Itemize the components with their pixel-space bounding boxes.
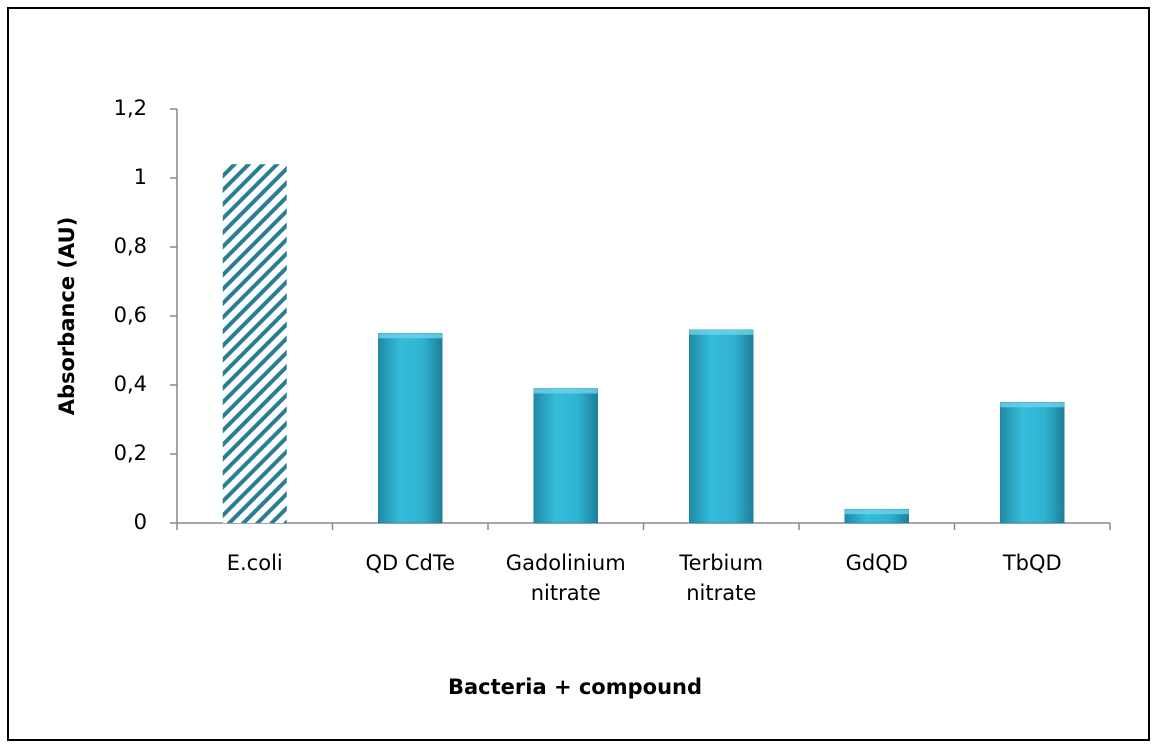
x-tick-label: Gadolinium nitrate <box>505 551 626 605</box>
x-tick-label: E.coli <box>226 551 283 575</box>
bar-top <box>378 333 443 339</box>
y-tick-label: 0,8 <box>114 234 147 258</box>
bar <box>222 164 287 523</box>
bar <box>378 333 443 524</box>
y-tick-label: 0,6 <box>114 303 147 327</box>
y-tick-label: 0,4 <box>114 372 147 396</box>
y-tick-label: 1 <box>134 165 147 189</box>
bar <box>689 329 754 524</box>
y-axis-title: Absorbance (AU) <box>55 217 79 416</box>
y-tick-label: 0,2 <box>114 441 147 465</box>
x-tick-label: TbQD <box>1002 551 1062 575</box>
bar-top <box>844 509 909 515</box>
bar-top <box>1000 402 1065 408</box>
x-tick-label: GdQD <box>845 551 908 575</box>
y-tick-label: 1,2 <box>114 96 147 120</box>
x-tick-label: QD CdTe <box>365 551 456 575</box>
x-tick-label: Terbium nitrate <box>679 551 764 605</box>
bar <box>533 388 598 524</box>
bar-top <box>689 329 754 335</box>
frame <box>7 7 1150 741</box>
x-axis-title: Bacteria + compound <box>448 675 702 699</box>
bar-top <box>533 388 598 394</box>
y-tick-label: 0 <box>134 510 147 534</box>
bar <box>1000 402 1065 524</box>
